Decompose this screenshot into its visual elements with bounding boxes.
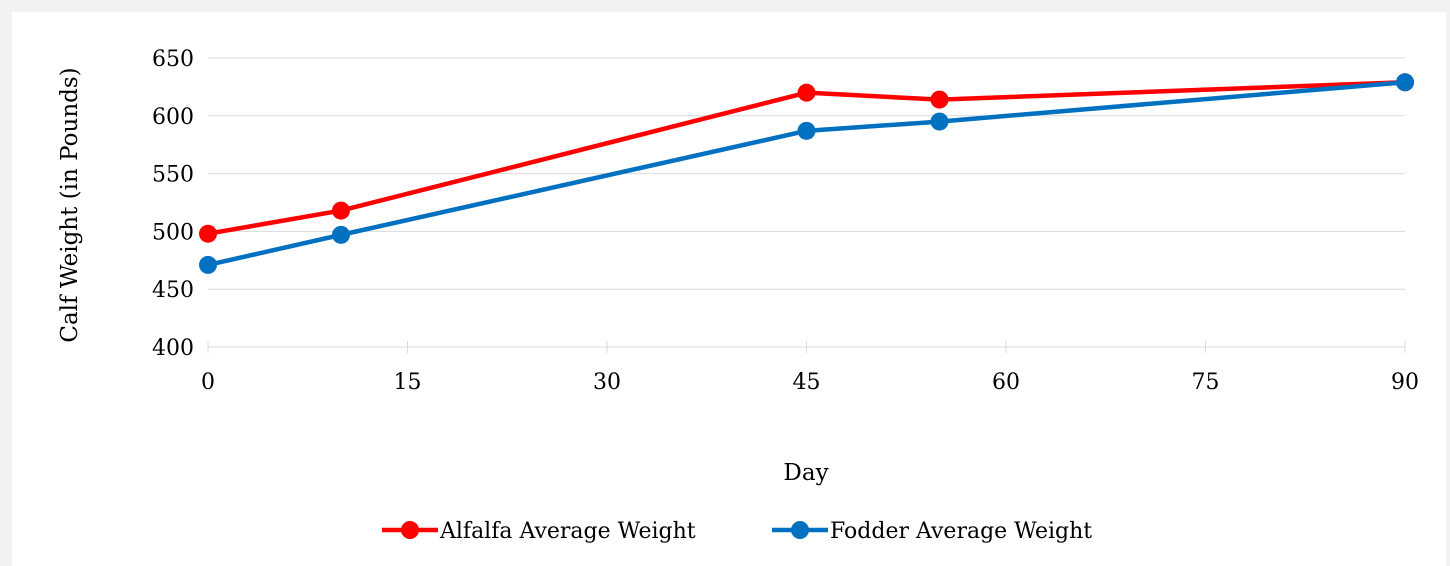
data-point <box>1396 73 1414 92</box>
series-layer <box>199 73 1414 274</box>
gridlines <box>208 57 1405 290</box>
x-tick-label: 0 <box>201 370 215 395</box>
y-tick-labels: 400 450 500 550 600 650 <box>152 47 194 361</box>
legend-marker <box>401 521 419 539</box>
x-tick-label: 90 <box>1391 370 1419 395</box>
data-point <box>797 83 816 102</box>
x-tick-label: 60 <box>992 370 1020 395</box>
legend-item: Fodder Average Weight <box>772 519 1092 544</box>
y-tick-label: 450 <box>152 278 194 303</box>
y-axis-title: Calf Weight (in Pounds) <box>57 67 83 342</box>
legend-item: Alfalfa Average Weight <box>382 519 696 544</box>
x-tick-label: 15 <box>394 370 422 395</box>
data-point <box>332 201 350 220</box>
y-tick-label: 400 <box>152 336 194 361</box>
data-point <box>332 225 350 244</box>
data-point <box>797 121 816 140</box>
axes <box>207 341 1406 353</box>
legend-label: Fodder Average Weight <box>830 519 1092 544</box>
data-point <box>199 224 217 243</box>
data-point <box>930 90 949 109</box>
y-tick-label: 600 <box>152 105 194 130</box>
legend-marker <box>791 521 809 539</box>
x-tick-label: 75 <box>1192 370 1220 395</box>
x-axis-title: Day <box>783 460 828 486</box>
x-tick-label: 45 <box>793 370 821 395</box>
y-tick-label: 500 <box>152 220 194 245</box>
x-tick-labels: 0 15 30 45 60 75 90 <box>201 370 1419 395</box>
data-point <box>199 255 217 274</box>
series-line <box>207 80 1406 236</box>
y-tick-label: 650 <box>152 47 194 72</box>
series-fodder <box>199 73 1414 274</box>
data-point <box>930 112 949 131</box>
y-tick-label: 550 <box>152 163 194 188</box>
legend: Alfalfa Average Weight Fodder Average Wei… <box>382 519 1092 544</box>
x-tick-label: 30 <box>593 370 621 395</box>
legend-label: Alfalfa Average Weight <box>439 519 696 544</box>
